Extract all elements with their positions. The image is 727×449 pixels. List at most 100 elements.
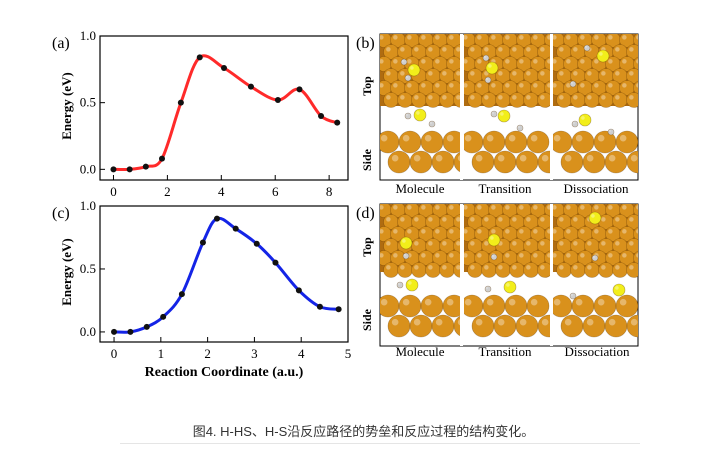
surface-atom-highlight: [428, 95, 433, 100]
surface-atom-highlight: [629, 217, 634, 222]
surface-atom: [481, 262, 497, 278]
surface-atom: [446, 56, 461, 72]
surface-atom-highlight: [547, 83, 550, 88]
surface-atom-highlight: [608, 59, 613, 64]
surface-atom-highlight: [553, 83, 557, 88]
surface-atom-highlight: [400, 217, 405, 222]
surface-atom-highlight: [608, 35, 613, 40]
surface-atom-highlight: [407, 83, 412, 88]
surface-atom-highlight: [530, 134, 538, 142]
hydrogen-atom-highlight: [609, 130, 611, 132]
surface-atom-highlight: [424, 298, 432, 306]
surface-atom-highlight: [519, 35, 524, 40]
surface-atom-highlight: [498, 47, 503, 52]
surface-atom: [453, 238, 461, 254]
surface-atom: [504, 130, 528, 154]
hydrogen-atom-highlight: [486, 287, 488, 289]
surface-atom-highlight: [601, 265, 606, 270]
surface-atom-highlight: [573, 241, 578, 246]
surface-atom: [446, 34, 461, 48]
data-point-a: [221, 65, 227, 71]
surface-atom-highlight: [477, 35, 482, 40]
surface-atom-highlight: [573, 217, 578, 222]
surface-atom-highlight: [575, 298, 583, 306]
hydrogen-atom-highlight: [406, 76, 408, 78]
x-tick-label-c: 2: [204, 346, 211, 361]
data-points-c: [111, 215, 342, 335]
surface-atom-highlight: [477, 59, 482, 64]
surface-atom-highlight: [619, 298, 627, 306]
surface-atom: [439, 92, 455, 108]
data-point-c: [111, 328, 118, 335]
structure-panel-d: (d) Top Side Molecule Transition Dissoci…: [356, 203, 639, 359]
surface-atom-highlight: [498, 265, 503, 270]
surface-atom: [446, 80, 461, 96]
surface-atom-highlight: [491, 229, 496, 234]
surface-atom: [398, 294, 422, 318]
surface-atom-highlight: [512, 47, 517, 52]
surface-atom-highlight: [505, 253, 510, 258]
hydrogen-atom: [569, 80, 577, 88]
x-tick-label-a: 4: [218, 184, 225, 199]
surface-atom-highlight: [540, 95, 545, 100]
surface-atom-highlight: [629, 265, 634, 270]
surface-atom-highlight: [519, 318, 527, 326]
surface-atom-highlight: [470, 217, 475, 222]
surface-atom: [493, 314, 517, 338]
surface-atom-highlight: [464, 253, 468, 258]
y-axis-label-a: Energy (eV): [59, 72, 74, 140]
surface-atom-highlight: [402, 298, 410, 306]
y-axis-label-c: Energy (eV): [59, 238, 74, 306]
surface-atom-highlight: [435, 35, 440, 40]
surface-atom-highlight: [380, 229, 384, 234]
surface-atom-highlight: [601, 95, 606, 100]
surface-atom: [420, 294, 444, 318]
surface-atom: [383, 262, 399, 278]
surface-atom-highlight: [559, 47, 564, 52]
surface-atom-highlight: [622, 229, 627, 234]
surface-atom-highlight: [464, 35, 468, 40]
surface-atom: [612, 92, 628, 108]
surface-atom-highlight: [553, 59, 557, 64]
stage-label-d-transition: Transition: [479, 344, 532, 359]
hydrogen-atom: [404, 112, 412, 120]
surface-atom-highlight: [508, 298, 516, 306]
surface-atom: [464, 294, 484, 318]
hydrogen-atom: [591, 254, 599, 262]
data-point-a: [159, 155, 165, 162]
surface-atom-highlight: [449, 59, 454, 64]
surface-atom-highlight: [533, 83, 538, 88]
surface-atom: [387, 150, 411, 174]
surface-atom: [570, 92, 586, 108]
surface-atom-highlight: [449, 83, 454, 88]
surface-atom-highlight: [608, 154, 616, 162]
surface-atom: [420, 130, 444, 154]
surface-atom-highlight: [519, 253, 524, 258]
surface-atom: [464, 130, 484, 154]
surface-atom: [446, 204, 461, 218]
data-point-c: [143, 323, 150, 330]
surface-atom-highlight: [564, 318, 572, 326]
surface-atom: [380, 294, 400, 318]
surface-atom-highlight: [615, 71, 620, 76]
surface-atom-highlight: [449, 205, 454, 210]
x-tick-label-c: 5: [345, 346, 352, 361]
surface-atom: [537, 44, 550, 60]
stage-label-b-molecule: Molecule: [395, 181, 444, 196]
surface-atom: [544, 34, 550, 48]
surface-atom: [544, 80, 550, 96]
surface-atom-highlight: [636, 205, 638, 210]
surface-atom-highlight: [470, 241, 475, 246]
plot-frame-a: [99, 35, 349, 181]
surface-atom-highlight: [553, 35, 557, 40]
surface-atom-highlight: [386, 71, 391, 76]
x-tick-label-c: 1: [158, 346, 165, 361]
surface-atom: [411, 92, 427, 108]
surface-atom: [553, 294, 573, 318]
surface-atom: [380, 130, 400, 154]
surface-atom-highlight: [435, 318, 443, 326]
surface-atom-highlight: [630, 318, 638, 326]
data-point-c: [127, 328, 134, 335]
surface-atom-highlight: [477, 253, 482, 258]
sulfur-atom-highlight: [416, 111, 420, 115]
